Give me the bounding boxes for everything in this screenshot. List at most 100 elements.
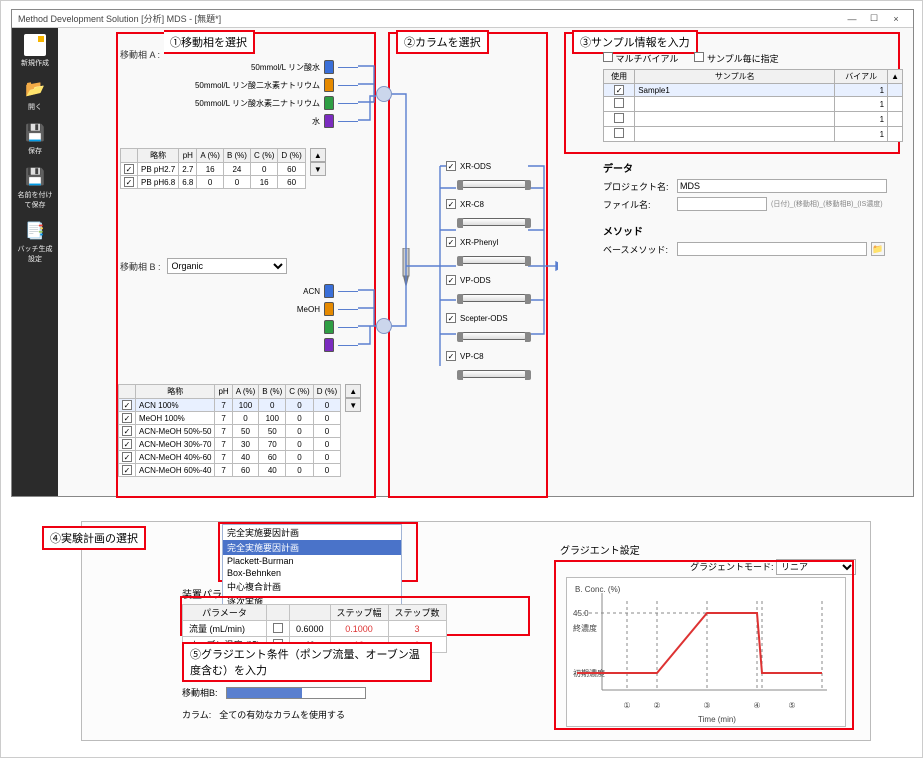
design-option[interactable]: Box-Behnken <box>223 567 401 579</box>
persample-check[interactable]: サンプル毎に指定 <box>694 52 778 65</box>
solvent-b-row <box>228 318 358 336</box>
svg-text:Time (min): Time (min) <box>698 715 736 724</box>
gradient-box: グラジエント設定 グラジェントモード: リニア B. Conc. (%) 45.… <box>560 542 860 722</box>
bottle-icon <box>324 114 334 128</box>
mobile-phase-a: 移動相 A : <box>120 48 160 61</box>
mobile-a-table-wrap: 略称pHA (%)B (%)C (%)D (%)✓PB pH2.72.71624… <box>120 148 326 189</box>
bottle-icon <box>324 338 334 352</box>
column-icon <box>460 256 528 264</box>
mobile-b-solvents: ACNMeOH <box>228 282 358 354</box>
injector-icon <box>398 248 414 288</box>
column-check[interactable]: ✓ <box>446 199 456 209</box>
gradient-chart: B. Conc. (%) 45.0 終濃度 初期濃度 ①②③④⑤ Time (m… <box>567 578 845 726</box>
maximize-button[interactable]: ☐ <box>863 11 885 27</box>
bottle-icon <box>324 320 334 334</box>
design-option[interactable]: 完全実施要因計画 <box>223 540 401 555</box>
solvent-a-row: 50mmol/L リン酸水素二ナトリウム <box>168 94 358 112</box>
column-check[interactable]: ✓ <box>446 351 456 361</box>
lower-panel: ④実験計画の選択 装置パラメータ 完全実施要因計画完全実施要因計画Placket… <box>81 521 871 741</box>
lower-column-value: 全ての有効なカラムを使用する <box>219 708 345 721</box>
solvent-b-row <box>228 336 358 354</box>
lower-column-label: カラム: <box>182 708 211 721</box>
window-title: Method Development Solution [分析] MDS - [… <box>18 12 221 25</box>
new-doc-icon <box>24 34 46 56</box>
column-row[interactable]: ✓VP-C8 <box>446 346 528 366</box>
column-check[interactable]: ✓ <box>446 313 456 323</box>
pump-b-icon <box>376 318 392 334</box>
main-area: ①移動相を選択 ②カラムを選択 ③サンプル情報を入力 移動相 A : 50mmo… <box>58 28 913 496</box>
file-name-input[interactable] <box>677 197 767 211</box>
mobile-b-table[interactable]: 略称pHA (%)B (%)C (%)D (%)✓ACN 100%7100000… <box>118 384 341 477</box>
titlebar: Method Development Solution [分析] MDS - [… <box>12 10 913 28</box>
column-row[interactable]: ✓XR-Phenyl <box>446 232 528 252</box>
project-row: プロジェクト名: <box>603 179 903 193</box>
column-check[interactable]: ✓ <box>446 237 456 247</box>
mobile-a-solvents: 50mmol/L リン酸水50mmol/L リン酸二水素ナトリウム50mmol/… <box>168 58 358 130</box>
svg-text:④: ④ <box>753 701 760 710</box>
callout-2-label: ②カラムを選択 <box>396 30 489 54</box>
sidebar-saveas[interactable]: 💾名前を付けて保存 <box>15 166 55 210</box>
saveas-icon: 💾 <box>24 166 46 188</box>
callout-1-label: ①移動相を選択 <box>164 30 255 54</box>
close-button[interactable]: × <box>885 11 907 27</box>
table-a-spinner[interactable]: ▲▼ <box>310 148 326 176</box>
data-section-title: データ <box>603 160 903 175</box>
filename-row: ファイル名: (日付)_(移動相)_(移動相B)_(IS濃度) <box>603 197 903 211</box>
method-section-title: メソッド <box>603 223 903 238</box>
callout-4-label: ④実験計画の選択 <box>42 526 146 550</box>
bottle-icon <box>324 302 334 316</box>
table-b-spinner[interactable]: ▲▼ <box>345 384 361 412</box>
design-option[interactable]: 中心複合計画 <box>223 579 401 594</box>
mobile-b-label: 移動相 B : <box>120 260 161 273</box>
bottle-icon <box>324 60 334 74</box>
bottle-icon <box>324 96 334 110</box>
design-option[interactable]: 完全実施要因計画 <box>223 525 401 540</box>
lower-mobileb-label: 移動相B: <box>182 686 218 699</box>
callout-5-label: ⑤グラジエント条件（ポンプ流量、オーブン温度含む）を入力 <box>182 642 432 682</box>
bottle-icon <box>324 284 334 298</box>
mobile-a-label: 移動相 A : <box>120 50 160 60</box>
project-name-input[interactable] <box>677 179 887 193</box>
browse-method-button[interactable]: 📁 <box>871 242 885 256</box>
column-check[interactable]: ✓ <box>446 161 456 171</box>
svg-text:終濃度: 終濃度 <box>573 623 597 633</box>
svg-text:45.0: 45.0 <box>573 609 589 618</box>
mobile-a-table[interactable]: 略称pHA (%)B (%)C (%)D (%)✓PB pH2.72.71624… <box>120 148 306 189</box>
minimize-button[interactable]: — <box>841 11 863 27</box>
solvent-b-row: ACN <box>228 282 358 300</box>
sidebar: 新規作成 📂開く 💾保存 💾名前を付けて保存 📑バッチ生成設定 <box>12 28 58 496</box>
pump-a-icon <box>376 86 392 102</box>
solvent-a-row: 50mmol/L リン酸二水素ナトリウム <box>168 76 358 94</box>
mobile-phase-b: 移動相 B : Organic <box>120 258 287 274</box>
solvent-a-row: 水 <box>168 112 358 130</box>
column-icon <box>460 180 528 188</box>
sidebar-open[interactable]: 📂開く <box>15 78 55 112</box>
svg-text:③: ③ <box>703 701 710 710</box>
design-option[interactable]: Plackett-Burman <box>223 555 401 567</box>
column-icon <box>460 294 528 302</box>
solvent-b-row: MeOH <box>228 300 358 318</box>
multivial-check[interactable]: マルチバイアル <box>603 52 678 65</box>
sample-table[interactable]: 使用サンプル名バイアル▲✓Sample11111 <box>603 69 903 142</box>
sidebar-new[interactable]: 新規作成 <box>15 34 55 68</box>
save-icon: 💾 <box>24 122 46 144</box>
column-icon <box>460 332 528 340</box>
mobile-b-select[interactable]: Organic <box>167 258 287 274</box>
basemethod-row: ベースメソッド: 📁 <box>603 242 903 256</box>
column-row[interactable]: ✓VP-ODS <box>446 270 528 290</box>
mobileb-progress <box>226 687 366 699</box>
column-check[interactable]: ✓ <box>446 275 456 285</box>
column-row[interactable]: ✓XR-ODS <box>446 156 528 176</box>
base-method-input[interactable] <box>677 242 867 256</box>
svg-text:①: ① <box>623 701 630 710</box>
column-row[interactable]: ✓XR-C8 <box>446 194 528 214</box>
callout-3-label: ③サンプル情報を入力 <box>572 30 698 54</box>
bottle-icon <box>324 78 334 92</box>
sidebar-batch[interactable]: 📑バッチ生成設定 <box>15 220 55 264</box>
sidebar-save[interactable]: 💾保存 <box>15 122 55 156</box>
app-window: Method Development Solution [分析] MDS - [… <box>11 9 914 497</box>
column-icon <box>460 370 528 378</box>
folder-open-icon: 📂 <box>24 78 46 100</box>
batch-icon: 📑 <box>24 220 46 242</box>
column-row[interactable]: ✓Scepter-ODS <box>446 308 528 328</box>
